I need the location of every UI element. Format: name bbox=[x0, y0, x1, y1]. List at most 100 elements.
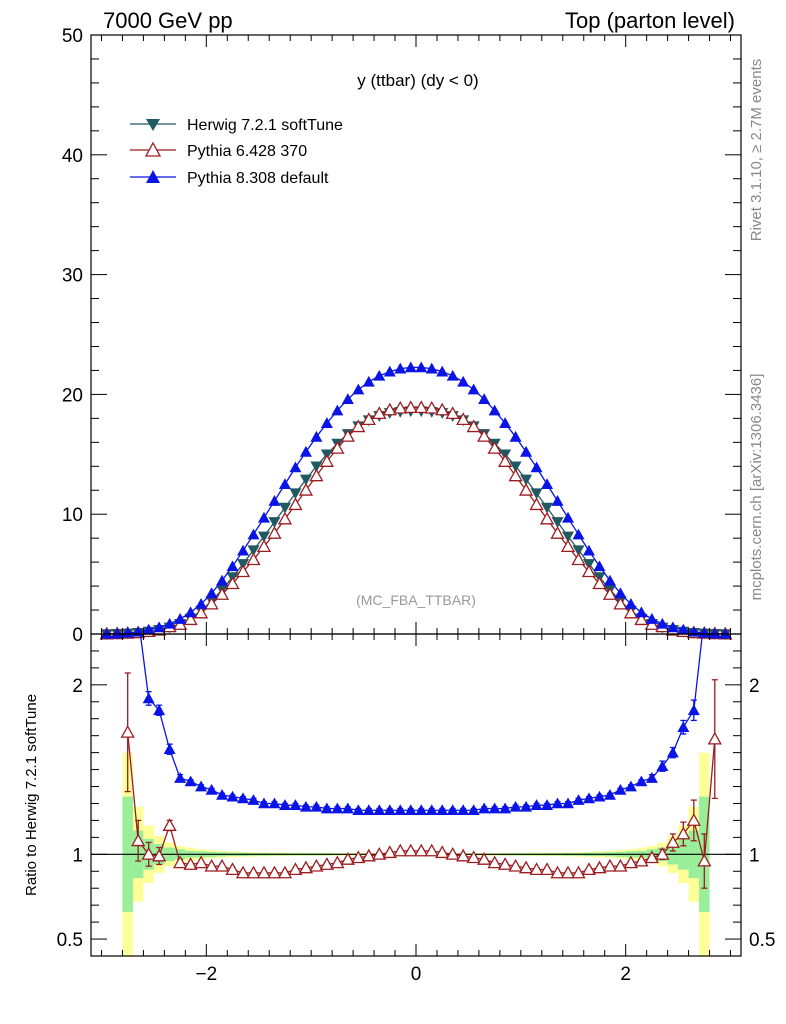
y-tick-label: 40 bbox=[62, 146, 83, 167]
data-point bbox=[214, 587, 230, 600]
data-point bbox=[529, 497, 544, 511]
data-point bbox=[131, 833, 146, 847]
data-point bbox=[593, 790, 606, 802]
triangle-up-filled-marker-icon bbox=[146, 170, 160, 183]
data-point bbox=[436, 804, 449, 816]
data-point bbox=[246, 865, 261, 879]
data-point bbox=[656, 760, 669, 771]
data-point bbox=[195, 780, 208, 792]
data-point bbox=[707, 731, 722, 745]
data-point bbox=[414, 843, 429, 857]
data-point bbox=[424, 843, 439, 857]
top-chart-title: y (ttbar) (dy < 0) bbox=[357, 71, 478, 90]
ratio-panel-frame bbox=[90, 633, 742, 957]
data-point bbox=[498, 857, 513, 870]
data-point bbox=[520, 800, 533, 812]
data-point bbox=[362, 375, 375, 387]
data-point bbox=[634, 612, 649, 626]
data-point bbox=[466, 419, 481, 433]
data-point bbox=[214, 858, 230, 872]
data-point bbox=[267, 526, 282, 539]
data-point bbox=[539, 511, 555, 525]
ratio-y-tick-label-right: 1 bbox=[749, 845, 760, 866]
mcplots-info-label: mcplots.cern.ch [arXiv:1306.3436] bbox=[748, 374, 765, 601]
data-point bbox=[550, 526, 565, 539]
data-point bbox=[382, 845, 397, 859]
ratio-axis-label: Ratio to Herwig 7.2.1 softTune bbox=[23, 694, 40, 896]
data-point bbox=[457, 375, 470, 387]
data-point bbox=[467, 804, 480, 816]
data-point bbox=[373, 804, 386, 816]
data-point bbox=[403, 843, 418, 857]
data-point bbox=[499, 417, 512, 428]
data-point bbox=[592, 860, 607, 874]
data-point bbox=[152, 848, 167, 862]
data-point bbox=[602, 858, 618, 872]
data-point bbox=[120, 724, 135, 738]
data-point bbox=[655, 846, 670, 860]
data-point bbox=[216, 574, 229, 586]
data-point bbox=[278, 502, 291, 514]
data-point bbox=[623, 605, 639, 619]
legend: Herwig 7.2.1 softTune Pythia 6.428 370 P… bbox=[130, 117, 343, 187]
data-point bbox=[603, 574, 616, 586]
data-point bbox=[394, 362, 407, 374]
data-point bbox=[509, 430, 522, 442]
data-point bbox=[225, 862, 240, 876]
data-point bbox=[310, 430, 323, 442]
data-point bbox=[456, 412, 471, 426]
data-point bbox=[446, 804, 459, 816]
data-point bbox=[551, 797, 564, 809]
data-point bbox=[436, 365, 449, 377]
data-point bbox=[697, 853, 712, 867]
x-tick-label: 2 bbox=[620, 964, 631, 985]
data-point bbox=[539, 862, 555, 876]
data-point bbox=[445, 846, 460, 860]
data-point bbox=[142, 623, 155, 635]
data-point bbox=[361, 848, 376, 862]
x-tick-label: 0 bbox=[411, 964, 422, 985]
data-point bbox=[298, 860, 314, 874]
data-point bbox=[508, 468, 523, 482]
data-point bbox=[237, 544, 250, 556]
data-point bbox=[184, 775, 197, 787]
data-point bbox=[193, 605, 209, 619]
data-point bbox=[541, 502, 554, 514]
data-point bbox=[435, 845, 450, 859]
data-point bbox=[373, 369, 386, 381]
triangle-up-open-marker-icon bbox=[144, 141, 162, 157]
data-point bbox=[624, 780, 637, 792]
data-point bbox=[289, 488, 302, 500]
header-right-label: Top (parton level) bbox=[565, 8, 735, 33]
data-point bbox=[560, 539, 576, 552]
data-point bbox=[195, 598, 208, 609]
ratio-y-tick-label-right: 2 bbox=[749, 676, 760, 697]
data-point bbox=[551, 495, 564, 506]
data-point bbox=[257, 797, 270, 809]
data-point bbox=[551, 517, 564, 528]
data-point bbox=[477, 852, 492, 865]
data-point bbox=[341, 393, 354, 404]
triangle-down-marker-icon bbox=[146, 119, 160, 131]
ratio-y-tick-label-right: 0.5 bbox=[749, 930, 775, 951]
data-point bbox=[550, 865, 565, 879]
data-point bbox=[425, 362, 438, 374]
data-point bbox=[268, 517, 281, 528]
data-point bbox=[424, 400, 439, 414]
data-point bbox=[319, 857, 334, 870]
data-point bbox=[676, 826, 691, 840]
data-point bbox=[467, 383, 480, 395]
data-point bbox=[572, 528, 585, 540]
data-point bbox=[530, 488, 543, 500]
x-tick-label: −2 bbox=[195, 964, 217, 985]
data-point bbox=[352, 804, 365, 816]
header-left-label: 7000 GeV pp bbox=[103, 8, 233, 33]
data-point bbox=[518, 860, 534, 874]
data-point bbox=[508, 858, 523, 872]
data-point bbox=[163, 617, 176, 629]
data-point bbox=[393, 400, 408, 414]
y-tick-label: 50 bbox=[62, 26, 83, 47]
data-point bbox=[173, 855, 188, 869]
analysis-watermark: (MC_FBA_TTBAR) bbox=[356, 592, 476, 608]
ratio-series-0 bbox=[120, 672, 722, 889]
